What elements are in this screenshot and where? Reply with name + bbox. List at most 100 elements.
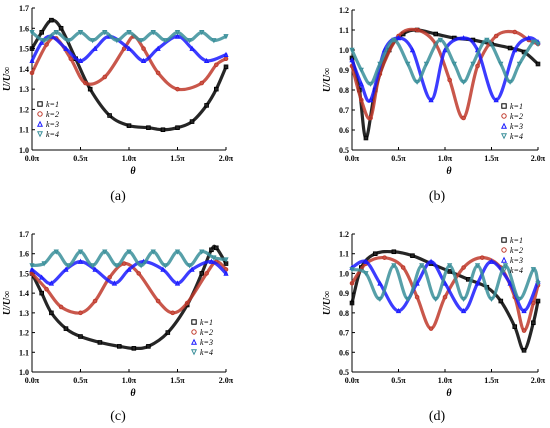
data-point <box>189 266 195 272</box>
y-tick-label: 1.2 <box>19 329 29 338</box>
y-tick-label: 1.0 <box>339 269 349 278</box>
data-point <box>90 38 96 44</box>
data-point <box>29 46 35 51</box>
data-point <box>526 35 532 41</box>
y-tick-label: 1.2 <box>339 230 349 239</box>
series-line <box>30 249 228 268</box>
data-point <box>63 45 69 51</box>
data-point <box>405 61 411 67</box>
data-point <box>29 266 35 272</box>
data-point <box>437 37 443 43</box>
y-tick-label: 1.6 <box>19 250 29 259</box>
chart-panel-b: 0.0π 0.5π 1.0π 1.5π 2.0π 0.5 0.6 0.7 0.8 0.9 1.0 1.… <box>322 6 546 204</box>
x-tick-label: 0.0π <box>25 376 40 385</box>
data-point <box>78 310 83 316</box>
data-point <box>114 263 120 269</box>
series-line <box>30 30 228 43</box>
y-tick-label: 1.7 <box>19 4 29 13</box>
y-tick-label: 1.4 <box>19 289 29 298</box>
data-point <box>214 245 219 251</box>
data-point <box>414 79 420 85</box>
data-point <box>199 271 205 276</box>
data-point <box>208 258 215 264</box>
x-tick-label: 0.5π <box>73 376 88 385</box>
data-point <box>223 34 229 40</box>
legend-marker <box>501 237 507 243</box>
y-axis-label: U/U∞ <box>322 68 333 92</box>
data-point <box>102 74 108 80</box>
x-axis-label: θ <box>130 166 136 177</box>
data-point <box>447 269 452 274</box>
series-c-3 <box>29 258 229 286</box>
legend-label: k=3 <box>510 256 523 265</box>
data-point <box>460 79 467 85</box>
data-point <box>58 304 64 310</box>
data-point <box>155 45 161 51</box>
legend: k=1k=2k=3k=4 <box>36 100 59 139</box>
data-point <box>204 103 209 108</box>
data-point <box>377 296 383 302</box>
data-point <box>77 57 84 64</box>
legend-marker <box>37 101 43 107</box>
legend-label: k=1 <box>200 318 213 327</box>
y-tick-label: 1.0 <box>19 146 29 155</box>
data-point <box>114 38 120 44</box>
data-point <box>395 307 402 314</box>
legend-label: k=2 <box>510 246 523 255</box>
data-point <box>470 61 476 67</box>
data-point <box>44 42 49 47</box>
legend-label: k=2 <box>46 110 59 119</box>
y-tick-label: 1.0 <box>19 368 29 377</box>
data-point <box>136 271 141 276</box>
legend-marker <box>191 319 197 325</box>
data-point <box>512 324 518 329</box>
x-axis-label: θ <box>130 388 136 399</box>
data-point <box>535 41 541 47</box>
y-tick-label: 1.2 <box>339 6 349 15</box>
data-point <box>460 35 467 41</box>
data-point <box>442 294 448 300</box>
series-d-3 <box>349 258 541 314</box>
legend-label: k=3 <box>46 120 59 129</box>
data-point <box>410 253 415 258</box>
data-point <box>214 62 219 68</box>
x-tick-label: 1.0π <box>122 154 137 163</box>
data-point <box>358 81 364 87</box>
legend-marker <box>191 329 197 335</box>
data-point <box>368 115 373 121</box>
legend-label: k=3 <box>200 338 213 347</box>
series-d-4 <box>349 263 541 302</box>
legend-label: k=4 <box>510 132 523 141</box>
data-point <box>498 298 504 304</box>
data-point <box>535 61 541 67</box>
data-point <box>377 61 383 67</box>
data-point <box>516 61 523 67</box>
data-point <box>223 270 229 276</box>
legend: k=1k=2k=3k=4 <box>500 102 523 141</box>
data-point <box>474 280 481 286</box>
x-tick-label: 0.5π <box>73 154 88 163</box>
x-tick-label: 1.0π <box>122 376 137 385</box>
data-point <box>41 261 47 267</box>
data-point <box>419 263 425 269</box>
legend-label: k=4 <box>46 130 59 139</box>
y-tick-label: 1.3 <box>19 309 29 318</box>
data-point <box>90 263 96 269</box>
series-line <box>30 18 228 132</box>
legend-marker <box>500 122 508 129</box>
data-point <box>187 38 193 44</box>
data-point <box>405 296 411 302</box>
data-point <box>162 38 168 44</box>
data-point <box>155 298 161 304</box>
data-point <box>531 320 536 326</box>
data-point <box>521 307 527 314</box>
data-point <box>199 249 205 255</box>
data-point <box>507 45 513 51</box>
x-tick-label: 1.5π <box>170 376 185 385</box>
data-point <box>349 267 355 273</box>
legend-label: k=1 <box>46 100 59 109</box>
legend-marker <box>501 113 507 119</box>
data-point <box>29 30 35 36</box>
data-point <box>44 286 49 292</box>
